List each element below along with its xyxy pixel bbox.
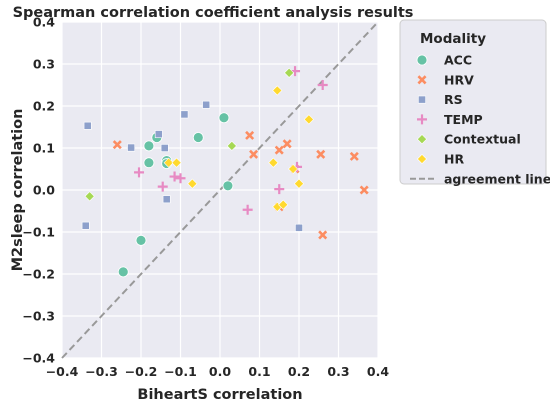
point-hrv	[318, 230, 328, 240]
y-tick-label: 0.1	[33, 141, 55, 156]
point-hrv	[274, 145, 284, 155]
x-axis-label: BiheartS correlation	[137, 387, 302, 403]
point-contextual	[226, 140, 237, 151]
x-tick-label: 0.0	[209, 364, 231, 379]
legend-label-contextual: Contextual	[444, 132, 521, 147]
chart-title: Spearman correlation coefficient analysi…	[13, 5, 414, 21]
point-rs	[202, 100, 211, 109]
point-hrv	[249, 149, 259, 159]
point-contextual	[84, 191, 95, 202]
point-temp	[242, 204, 253, 215]
y-tick-labels: 0.4 0.3 0.2 0.1 0.0 −0.1 −0.2 −0.3 −0.4	[22, 15, 55, 366]
legend-label-rs: RS	[444, 92, 463, 107]
point-hrv	[349, 151, 359, 161]
legend-marker-rs	[418, 95, 426, 104]
point-hrv	[112, 140, 122, 150]
point-rs	[127, 143, 136, 152]
legend-label-hr: HR	[444, 152, 464, 167]
x-tick-label: −0.4	[46, 364, 79, 379]
point-hr	[293, 178, 305, 189]
point-hr	[163, 157, 174, 168]
legend-items: ACC HRV RS TEMP Contextual HR agreement line	[410, 53, 550, 186]
y-tick-label: −0.4	[22, 351, 55, 366]
legend-label-agreement-line: agreement line	[444, 171, 550, 186]
point-acc	[143, 140, 155, 152]
point-hr	[288, 163, 299, 175]
point-hr	[268, 157, 279, 168]
x-tick-label: −0.1	[164, 364, 197, 379]
point-hr	[272, 85, 283, 96]
legend-marker-temp	[417, 114, 427, 125]
y-tick-label: 0.3	[33, 57, 55, 72]
point-rs	[160, 144, 169, 152]
point-hr	[171, 157, 182, 168]
y-tick-label: 0.4	[33, 15, 55, 30]
legend-marker-contextual	[416, 134, 428, 145]
point-acc	[222, 180, 234, 192]
point-rs	[180, 110, 189, 119]
point-rs	[154, 130, 163, 139]
legend: Modality ACC HRV RS TEMP Contextual HR agreeme…	[399, 19, 550, 186]
point-hr	[278, 199, 289, 210]
point-hrv	[245, 130, 255, 140]
legend-label-hrv: HRV	[444, 72, 474, 87]
point-hr	[187, 178, 198, 189]
point-acc	[117, 266, 129, 278]
point-rs	[83, 121, 92, 130]
legend-marker-hr	[416, 153, 428, 165]
point-rs	[295, 223, 303, 232]
point-contextual	[284, 67, 295, 78]
point-temp	[169, 171, 180, 182]
point-hrv	[282, 139, 292, 149]
x-tick-label: −0.2	[125, 364, 158, 379]
point-temp	[175, 173, 186, 184]
legend-title: Modality	[420, 31, 486, 47]
point-rs	[81, 221, 90, 230]
y-tick-label: −0.1	[22, 225, 55, 240]
point-temp	[317, 80, 328, 90]
legend-label-acc: ACC	[444, 53, 472, 68]
legend-marker-acc	[416, 54, 428, 66]
legend-box	[399, 19, 547, 185]
legend-marker-hrv	[417, 75, 427, 85]
point-acc	[143, 157, 155, 169]
point-acc	[218, 112, 230, 124]
point-temp	[274, 184, 285, 195]
point-hrv	[359, 185, 369, 195]
x-tick-labels: −0.4 −0.3 −0.2 −0.1 0.0 0.1 0.2 0.3 0.4	[46, 364, 390, 379]
y-tick-label: −0.3	[22, 309, 55, 324]
point-hr	[303, 114, 314, 125]
point-temp	[134, 167, 145, 178]
x-tick-label: 0.2	[288, 364, 310, 379]
point-acc	[192, 132, 204, 143]
y-axis-label: M2sleep correlation	[10, 109, 26, 272]
point-acc	[135, 234, 147, 246]
y-tick-label: −0.2	[22, 267, 55, 282]
x-tick-label: −0.3	[85, 364, 118, 379]
point-rs	[162, 195, 171, 204]
x-tick-label: 0.1	[248, 364, 270, 379]
x-tick-label: 0.4	[367, 364, 389, 379]
data-points	[81, 66, 369, 278]
point-hrv	[316, 149, 326, 159]
y-tick-label: 0.0	[33, 183, 55, 198]
grid	[61, 21, 379, 359]
y-tick-label: 0.2	[33, 99, 55, 114]
legend-label-temp: TEMP	[444, 112, 483, 127]
point-temp	[157, 181, 168, 192]
x-tick-label: 0.3	[327, 364, 349, 379]
